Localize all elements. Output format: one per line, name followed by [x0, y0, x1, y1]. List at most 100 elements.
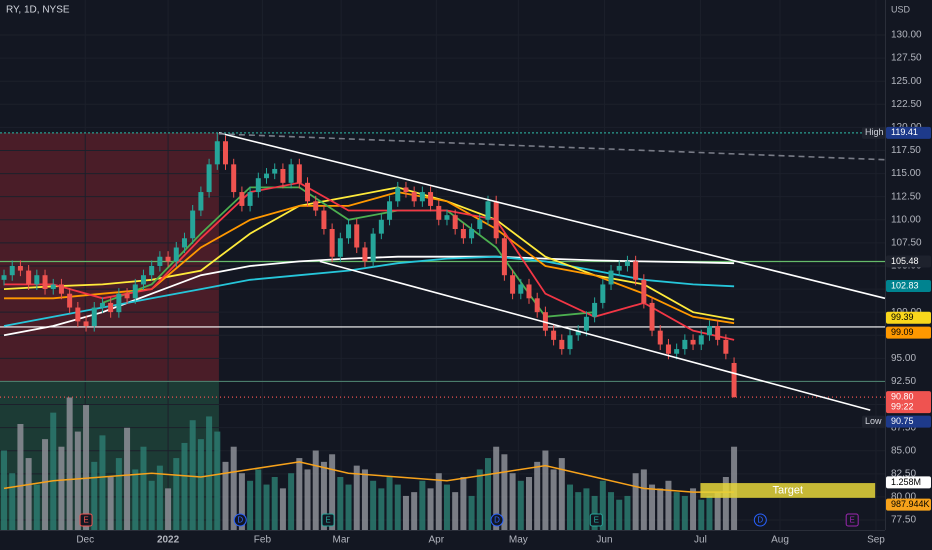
- candle-body: [698, 335, 704, 345]
- candle-body: [452, 215, 458, 230]
- candle-body: [706, 326, 712, 336]
- candle-body: [559, 339, 565, 350]
- candle-body: [264, 173, 270, 179]
- candle-body: [296, 164, 302, 183]
- plot-area: [0, 132, 886, 530]
- badge-tag: [862, 415, 885, 428]
- volume-bar: [58, 446, 65, 530]
- volume-bar: [558, 458, 565, 530]
- chart-title: RY, 1D, NYSE: [6, 5, 70, 16]
- candle-body: [674, 349, 680, 354]
- event-icon: [321, 513, 335, 527]
- candle-body: [255, 178, 261, 193]
- volume-bar: [337, 477, 344, 530]
- price-badge: [886, 498, 931, 511]
- y-tick-label: 115.00: [891, 168, 921, 179]
- candle-body: [477, 219, 483, 230]
- candle-body: [198, 192, 204, 211]
- volume-bar: [501, 454, 508, 530]
- y-tick-label: 112.50: [891, 191, 921, 202]
- volume-bar: [173, 458, 180, 530]
- volume-bar: [673, 492, 680, 530]
- candle-body: [354, 224, 360, 248]
- candle-body: [116, 293, 122, 313]
- candle-body: [206, 164, 212, 193]
- volume-bar: [197, 439, 204, 530]
- candle-body: [165, 256, 171, 262]
- volume-bar: [165, 488, 172, 530]
- event-icon: [589, 513, 603, 527]
- volume-bar: [255, 469, 262, 530]
- y-tick-label: 130.00: [891, 30, 922, 41]
- x-tick-label: Jul: [694, 535, 707, 546]
- volume-bar: [567, 484, 574, 530]
- x-tick-label: Dec: [76, 535, 94, 546]
- candle-body: [715, 326, 721, 340]
- volume-bar: [74, 431, 81, 530]
- candle-body: [657, 330, 663, 345]
- volume-bar: [214, 431, 221, 530]
- candle-body: [551, 330, 557, 340]
- candle-body: [329, 229, 335, 257]
- y-tick-label: 82.50: [891, 468, 916, 479]
- price-badge: [886, 326, 931, 339]
- candle-body: [362, 247, 368, 262]
- x-tick-label: Jun: [596, 535, 612, 546]
- volume-bar: [443, 484, 450, 530]
- volume-bar: [247, 480, 254, 530]
- trend-line: [319, 260, 871, 411]
- volume-bar: [525, 477, 532, 530]
- y-tick-label: 122.50: [891, 99, 922, 110]
- candle-body: [633, 261, 639, 280]
- volume-bar: [279, 488, 286, 530]
- candle-body: [690, 339, 696, 345]
- candle-body: [444, 215, 450, 220]
- candle-body: [534, 298, 540, 313]
- candle-body: [395, 187, 401, 202]
- volume-bar: [181, 442, 188, 530]
- volume-bar: [320, 461, 327, 530]
- candle-body: [288, 164, 294, 183]
- candle-body: [157, 256, 163, 266]
- volume-bar: [83, 405, 90, 530]
- x-tick-label: Apr: [429, 535, 445, 546]
- candle-body: [9, 265, 15, 276]
- volume-bar: [115, 458, 122, 530]
- event-icon: [79, 513, 93, 527]
- candle-body: [469, 229, 475, 239]
- volume-bar: [624, 495, 631, 530]
- volume-bar: [599, 480, 606, 530]
- candle-body: [649, 302, 655, 331]
- y-tick-label: 125.00: [891, 76, 922, 87]
- volume-bar: [140, 446, 147, 530]
- volume-bar: [9, 473, 16, 530]
- volume-bar: [509, 473, 516, 530]
- candle-body: [567, 335, 573, 350]
- candle-body: [149, 265, 155, 276]
- y-tick-label: 92.50: [891, 376, 916, 387]
- price-badge-label: 105.48: [891, 256, 919, 266]
- volume-bar: [583, 488, 590, 530]
- volume-bar: [714, 492, 721, 530]
- volume-bar: [222, 461, 229, 530]
- volume-bar: [91, 461, 98, 530]
- volume-bar: [329, 454, 336, 530]
- price-badge: [886, 311, 931, 324]
- candle-body: [173, 247, 179, 262]
- candle-body: [280, 168, 286, 183]
- candle-body: [731, 362, 737, 398]
- volume-bar: [690, 488, 697, 530]
- candle-body: [378, 219, 384, 234]
- volume-bar: [452, 492, 459, 530]
- price-badge-label: 99.39: [891, 312, 914, 322]
- y-tick-label: 95.00: [891, 353, 916, 364]
- candle-body: [214, 141, 220, 165]
- price-badge: [886, 391, 931, 414]
- candle-body: [181, 238, 187, 248]
- event-label: E: [83, 516, 88, 525]
- candle-body: [132, 284, 138, 299]
- candle-body: [42, 275, 48, 290]
- price-badge-label: 119.41: [891, 127, 918, 137]
- volume-bar: [435, 473, 442, 530]
- volume-bar: [632, 473, 639, 530]
